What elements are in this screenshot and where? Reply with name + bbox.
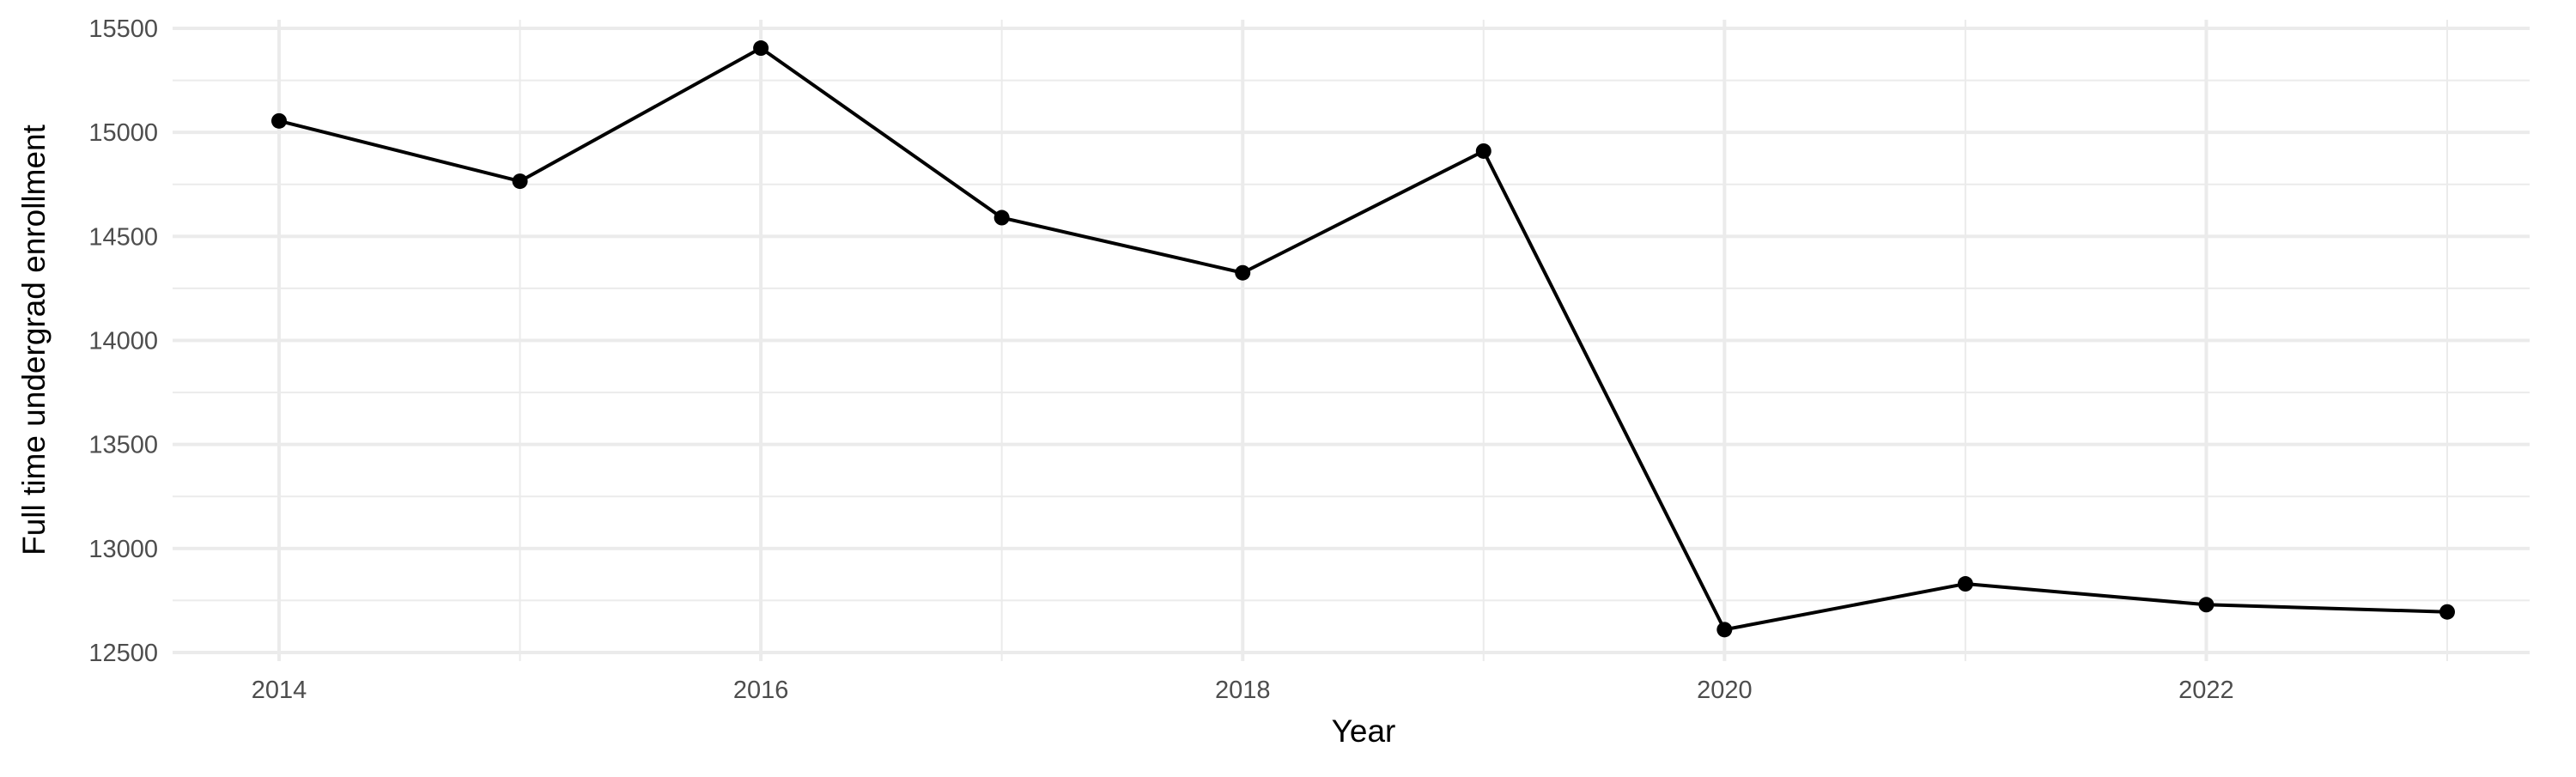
y-axis-title: Full time undergrad enrollment	[16, 124, 52, 555]
grid	[173, 20, 2530, 661]
data-point	[753, 40, 769, 57]
series	[271, 40, 2455, 638]
x-tick-label: 2016	[733, 677, 789, 704]
data-point	[993, 209, 1010, 226]
x-tick-label: 2022	[2178, 677, 2234, 704]
series-line	[278, 46, 2448, 632]
data-point	[271, 112, 287, 129]
x-axis-title: Year	[1332, 713, 1396, 749]
data-point	[1235, 264, 1251, 281]
data-point	[1957, 576, 1973, 592]
y-tick-label: 14000	[88, 328, 158, 355]
y-tick-label: 15000	[88, 119, 158, 147]
y-tick-label: 13000	[88, 536, 158, 563]
x-tick-label: 2020	[1697, 677, 1753, 704]
y-tick-label: 15500	[88, 15, 158, 43]
y-tick-label: 14500	[88, 223, 158, 251]
data-point	[1716, 622, 1733, 638]
data-point	[2439, 604, 2455, 620]
data-point	[2198, 597, 2215, 613]
data-point	[1475, 143, 1492, 159]
x-tick-labels: 2014 2016 2018 2020 2022	[252, 677, 2234, 704]
data-point	[512, 173, 528, 190]
x-tick-label: 2018	[1215, 677, 1271, 704]
y-tick-label: 13500	[88, 432, 158, 459]
y-tick-labels: 12500 13000 13500 14000 14500 15000 15500	[88, 15, 158, 667]
y-tick-label: 12500	[88, 640, 158, 667]
x-tick-label: 2014	[252, 677, 307, 704]
